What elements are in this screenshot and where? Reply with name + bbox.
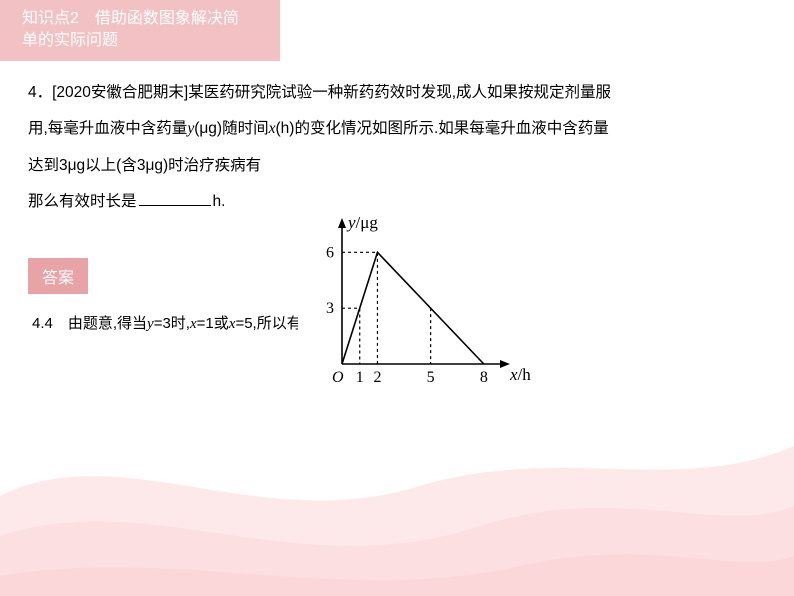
svg-text:8: 8 [480,369,488,386]
svg-text:1: 1 [356,369,364,386]
topic-heading: 知识点2 借助函数图象解决简 单的实际问题 [0,0,280,61]
topic-line-2: 单的实际问题 [22,30,266,52]
svg-text:O: O [332,369,344,386]
problem-number: 4． [28,84,52,101]
answer-blank [139,189,211,206]
svg-text:2: 2 [373,369,381,386]
svg-text:y/μg: y/μg [346,213,378,232]
answer-number: 4.4 [32,315,68,332]
svg-text:3: 3 [326,300,334,317]
chart-svg: O12 5 8 3 6 y/μg x/h [298,212,544,390]
problem-source: [2020安徽合肥期末] [52,84,188,101]
svg-text:x/h: x/h [509,365,531,384]
svg-text:5: 5 [427,369,435,386]
topic-line-1: 知识点2 借助函数图象解决简 [22,8,266,30]
svg-text:6: 6 [326,244,334,261]
answer-label: 答案 [28,258,88,294]
problem-text: 4．[2020安徽合肥期末]某医药研究院试验一种新药药效时发现,成人如果按规定剂… [0,61,794,221]
drug-concentration-chart: O12 5 8 3 6 y/μg x/h [298,212,544,390]
